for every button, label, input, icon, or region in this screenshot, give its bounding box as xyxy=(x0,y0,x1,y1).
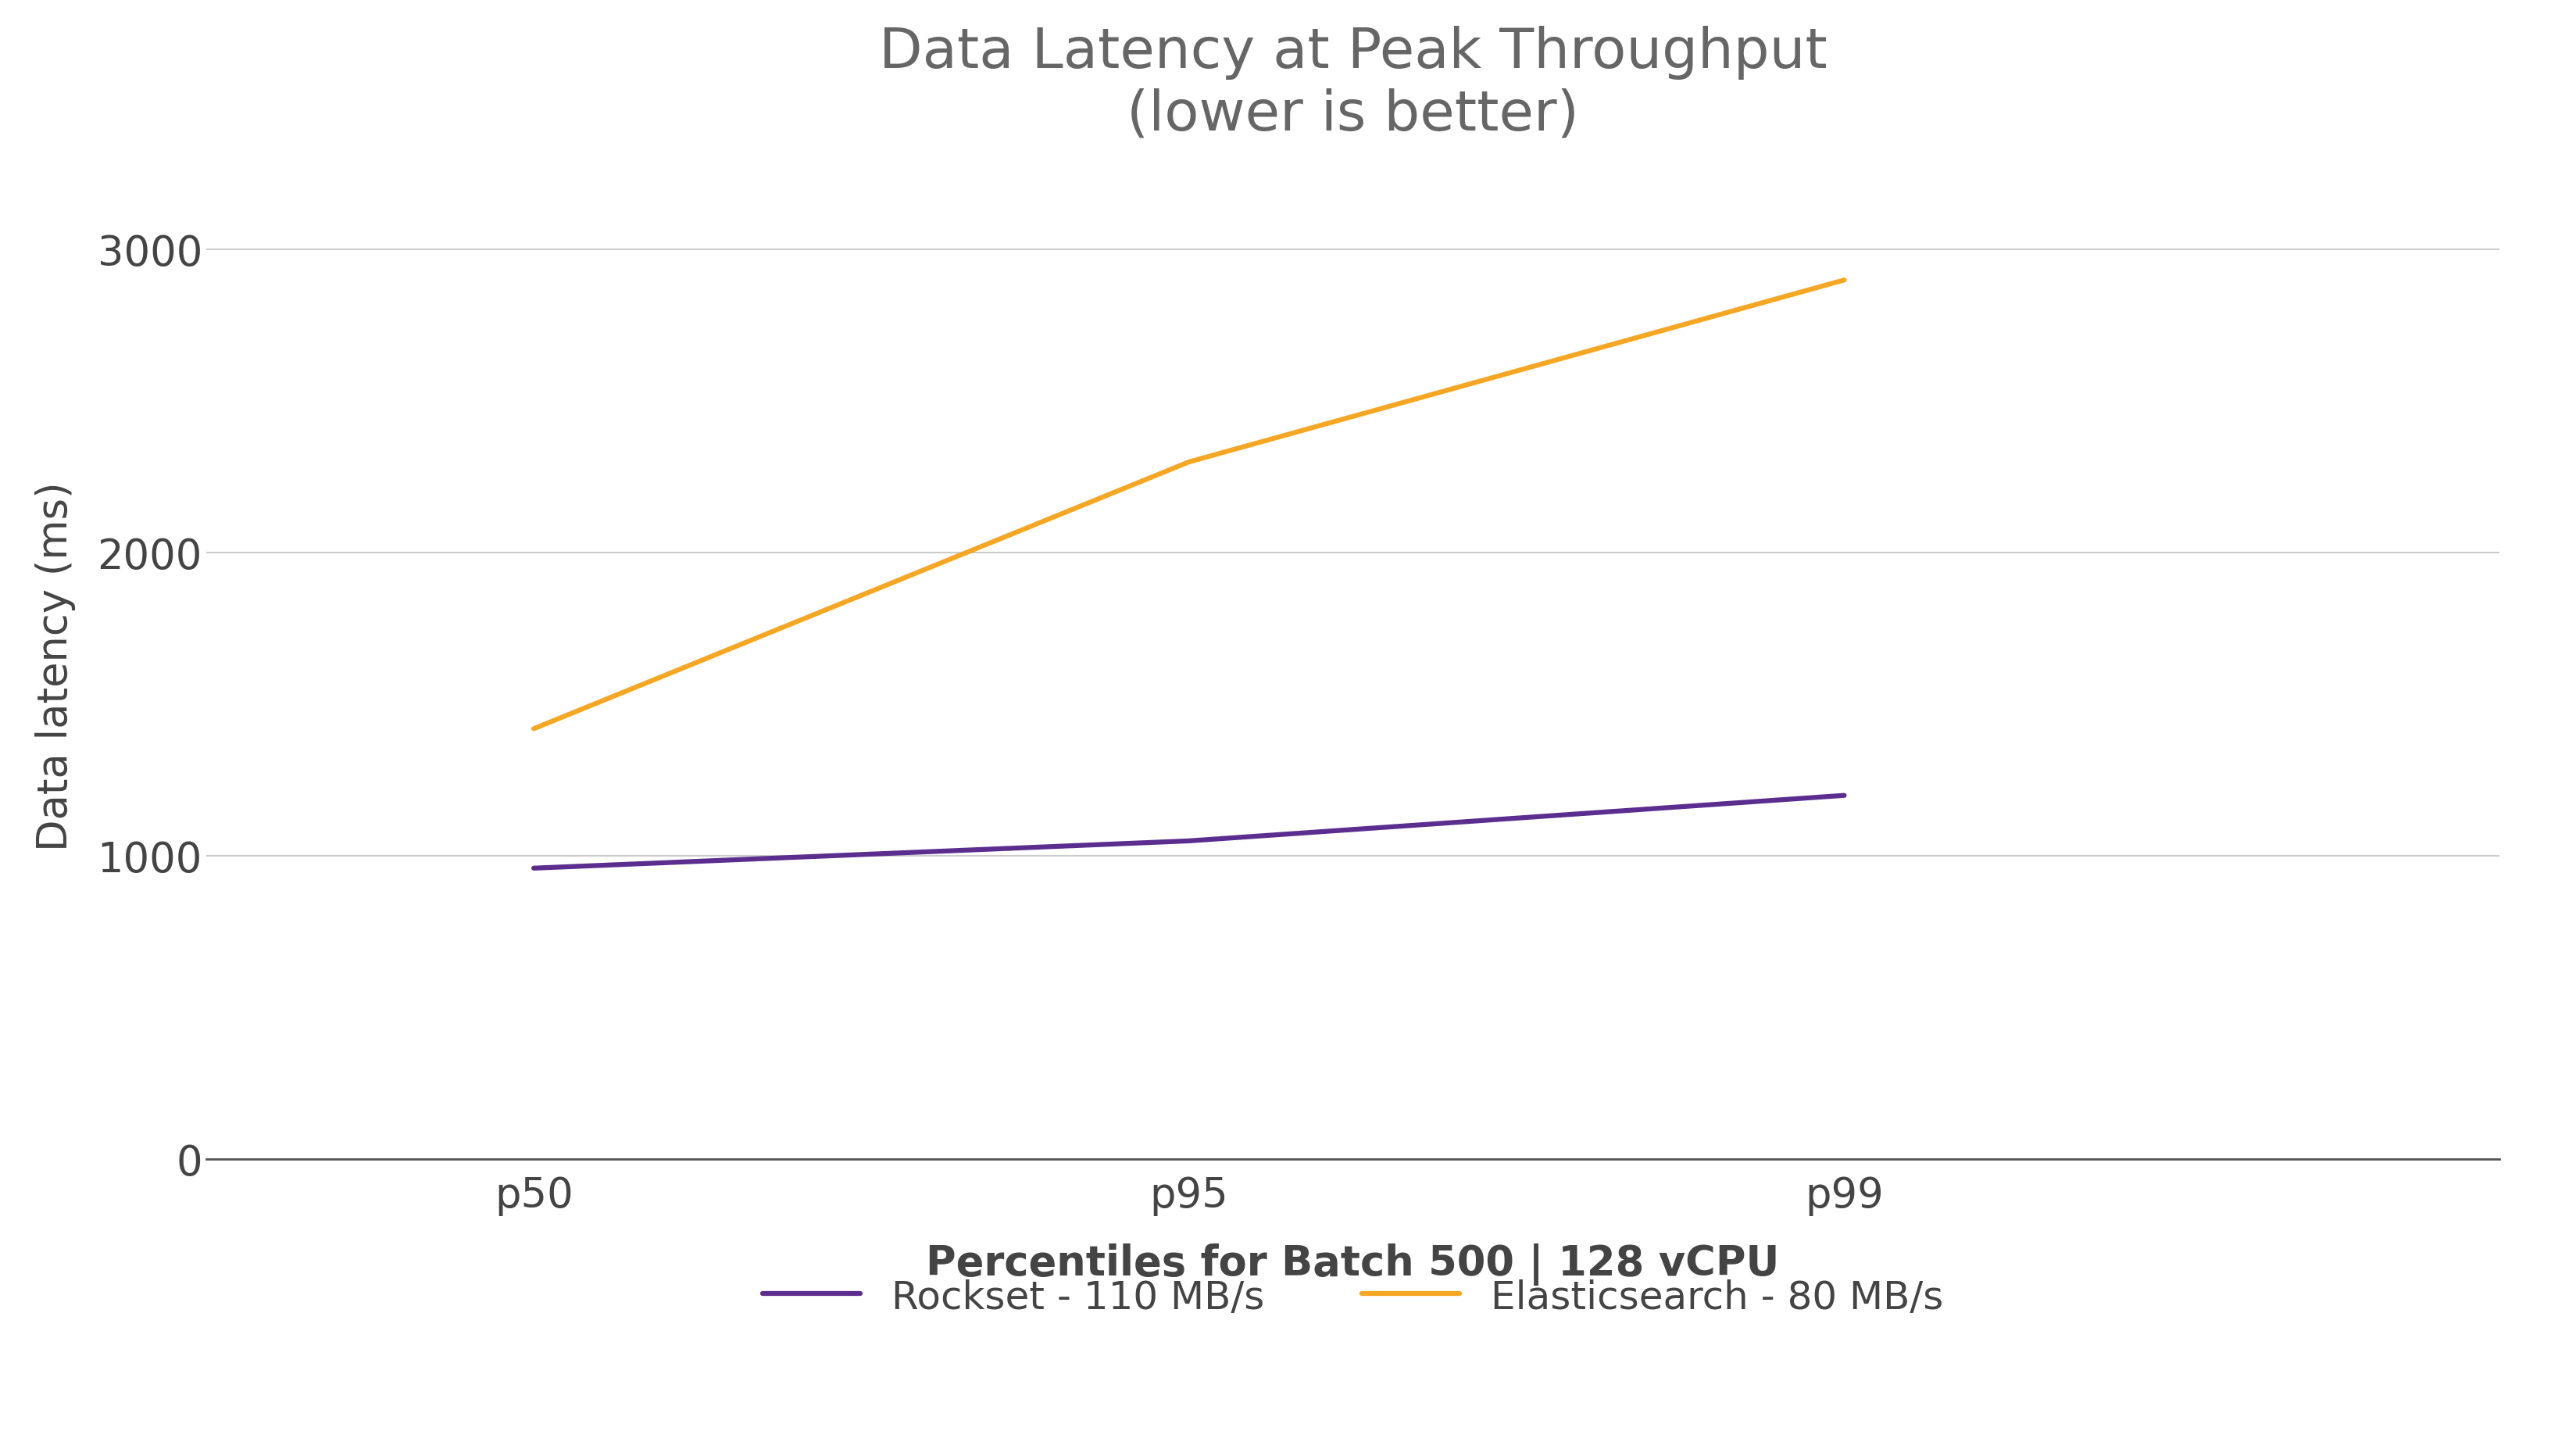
Line: Rockset - 110 MB/s: Rockset - 110 MB/s xyxy=(533,796,1844,868)
Line: Elasticsearch - 80 MB/s: Elasticsearch - 80 MB/s xyxy=(533,280,1844,729)
Legend: Rockset - 110 MB/s, Elasticsearch - 80 MB/s: Rockset - 110 MB/s, Elasticsearch - 80 M… xyxy=(762,1278,1942,1317)
Elasticsearch - 80 MB/s xyxy=(1172,454,1203,471)
Title: Data Latency at Peak Throughput
(lower is better): Data Latency at Peak Throughput (lower i… xyxy=(878,26,1826,142)
Elasticsearch - 80 MB/s xyxy=(518,720,549,738)
Rockset - 110 MB/s xyxy=(1829,787,1860,804)
Elasticsearch - 80 MB/s xyxy=(1829,271,1860,288)
Rockset - 110 MB/s xyxy=(518,859,549,877)
Rockset - 110 MB/s xyxy=(1172,832,1203,849)
X-axis label: Percentiles for Batch 500 | 128 vCPU: Percentiles for Batch 500 | 128 vCPU xyxy=(925,1243,1780,1285)
Y-axis label: Data latency (ms): Data latency (ms) xyxy=(36,483,75,851)
